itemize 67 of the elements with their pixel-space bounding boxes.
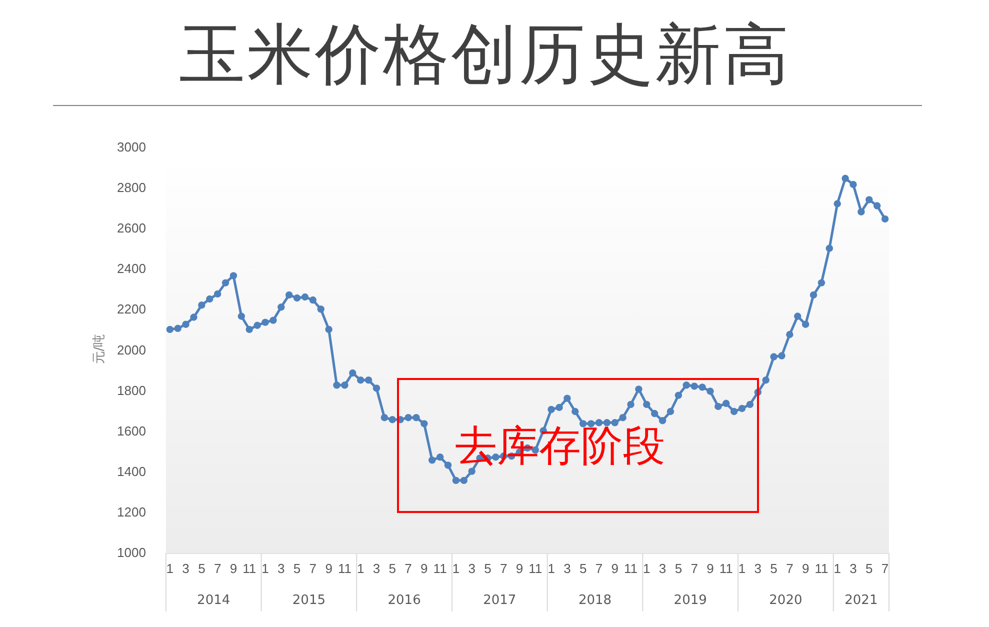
x-tick-label: 11: [338, 560, 352, 576]
x-tick-label: 1: [738, 560, 746, 576]
x-tick-label: 7: [404, 560, 412, 576]
chart-title: 玉米价格创历史新高: [178, 15, 792, 95]
y-axis-title: 元/吨: [91, 334, 108, 364]
x-tick-label: 1: [548, 560, 555, 576]
x-tick-label: 9: [706, 560, 714, 576]
x-tick-label: 1: [643, 560, 650, 576]
y-tick-label: 2400: [117, 261, 146, 276]
y-tick-label: 1800: [117, 382, 146, 398]
x-tick-label: 7: [595, 560, 603, 576]
x-tick-label: 3: [564, 560, 571, 576]
x-tick-label: 7: [881, 560, 889, 576]
x-tick-label: 1: [262, 560, 269, 576]
x-tick-label: 3: [468, 560, 476, 576]
x-tick-label: 9: [325, 560, 332, 576]
y-tick-label: 1200: [117, 504, 146, 520]
x-tick-label: 5: [770, 560, 778, 576]
x-tick-label: 5: [674, 560, 682, 576]
y-tick-label: 2200: [117, 302, 146, 317]
text: 2018: [578, 592, 612, 608]
x-tick-label: 11: [242, 560, 256, 576]
text: 2019: [674, 592, 707, 608]
x-tick-label: 3: [850, 560, 857, 576]
x-tick-label: 3: [372, 560, 380, 576]
x-tick-label: 1: [452, 560, 460, 576]
x-tick-label: 1: [834, 560, 841, 576]
text: 2014: [197, 592, 230, 608]
x-tick-label: 9: [611, 560, 618, 576]
text: 2015: [292, 592, 326, 608]
y-tick-label: 1000: [117, 544, 146, 560]
x-tick-label: 5: [484, 560, 492, 576]
y-tick-label: 2800: [117, 180, 146, 196]
y-tick-label: 3000: [117, 140, 146, 155]
x-tick-label: 7: [309, 560, 317, 576]
x-tick-label: 5: [388, 560, 396, 576]
x-tick-label: 5: [866, 560, 873, 576]
x-tick-label: 7: [500, 560, 508, 576]
x-tick-label: 11: [814, 560, 828, 576]
x-tick-label: 9: [420, 560, 428, 576]
x-tick-label: 5: [198, 560, 206, 576]
x-tick-label: 11: [528, 560, 542, 576]
x-tick-label: 3: [754, 560, 762, 576]
y-tick-label: 2000: [117, 342, 146, 358]
x-tick-label: 9: [516, 560, 524, 576]
y-tick-label: 1400: [117, 464, 146, 479]
x-tick-label: 11: [719, 560, 733, 576]
text: 2016: [388, 592, 421, 608]
x-tick-label: 5: [579, 560, 587, 576]
x-tick-label: 7: [214, 560, 222, 576]
x-tick-label: 1: [166, 560, 174, 576]
text: 2020: [769, 592, 802, 608]
x-tick-label: 9: [230, 560, 238, 576]
text: 2017: [483, 592, 516, 608]
y-tick-label: 2600: [117, 220, 146, 236]
x-tick-label: 11: [624, 560, 638, 576]
x-tick-label: 7: [690, 560, 698, 576]
x-tick-label: 11: [433, 560, 447, 576]
x-tick-label: 5: [293, 560, 301, 576]
x-tick-label: 7: [786, 560, 794, 576]
x-tick-label: 1: [356, 560, 364, 576]
y-tick-label: 1600: [117, 423, 146, 438]
x-tick-label: 3: [182, 560, 190, 576]
x-tick-label: 3: [658, 560, 666, 576]
text: 2021: [844, 592, 878, 608]
x-tick-label: 9: [802, 560, 810, 576]
x-tick-label: 3: [278, 560, 285, 576]
